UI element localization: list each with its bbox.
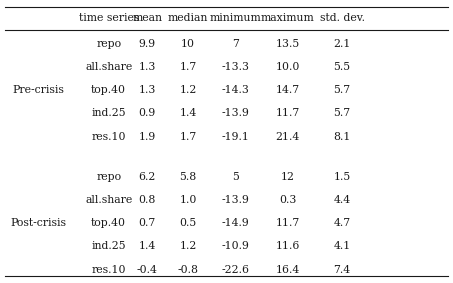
Text: 0.3: 0.3	[279, 195, 296, 205]
Text: ind.25: ind.25	[92, 241, 126, 252]
Text: 11.7: 11.7	[275, 218, 300, 228]
Text: repo: repo	[96, 39, 121, 49]
Text: 0.5: 0.5	[179, 218, 197, 228]
Text: 1.9: 1.9	[139, 132, 156, 142]
Text: 2.1: 2.1	[333, 39, 351, 49]
Text: 13.5: 13.5	[275, 39, 300, 49]
Text: -13.3: -13.3	[222, 62, 250, 72]
Text: top.40: top.40	[91, 218, 126, 228]
Text: 7: 7	[232, 39, 239, 49]
Text: -14.9: -14.9	[222, 218, 250, 228]
Text: 1.4: 1.4	[179, 108, 197, 119]
Text: std. dev.: std. dev.	[319, 13, 365, 23]
Text: -10.9: -10.9	[222, 241, 250, 252]
Text: 16.4: 16.4	[275, 265, 300, 275]
Text: all.share: all.share	[85, 195, 132, 205]
Text: 9.9: 9.9	[139, 39, 156, 49]
Text: 0.7: 0.7	[139, 218, 156, 228]
Text: 4.4: 4.4	[333, 195, 351, 205]
Text: -14.3: -14.3	[222, 85, 250, 95]
Text: -22.6: -22.6	[222, 265, 250, 275]
Text: 10: 10	[181, 39, 195, 49]
Text: -13.9: -13.9	[222, 108, 250, 119]
Text: 1.7: 1.7	[179, 132, 197, 142]
Text: 1.5: 1.5	[333, 172, 351, 182]
Text: 11.7: 11.7	[275, 108, 300, 119]
Text: 8.1: 8.1	[333, 132, 351, 142]
Text: -0.4: -0.4	[137, 265, 158, 275]
Text: 12: 12	[281, 172, 294, 182]
Text: 5.7: 5.7	[333, 85, 351, 95]
Text: top.40: top.40	[91, 85, 126, 95]
Text: ind.25: ind.25	[92, 108, 126, 119]
Text: repo: repo	[96, 172, 121, 182]
Text: mean: mean	[132, 13, 162, 23]
Text: median: median	[168, 13, 208, 23]
Text: 1.3: 1.3	[139, 62, 156, 72]
Text: 10.0: 10.0	[275, 62, 300, 72]
Text: 1.7: 1.7	[179, 62, 197, 72]
Text: 4.7: 4.7	[333, 218, 351, 228]
Text: -19.1: -19.1	[222, 132, 250, 142]
Text: 14.7: 14.7	[275, 85, 300, 95]
Text: 1.0: 1.0	[179, 195, 197, 205]
Text: res.10: res.10	[92, 132, 126, 142]
Text: Post-crisis: Post-crisis	[10, 218, 67, 228]
Text: 11.6: 11.6	[275, 241, 300, 252]
Text: 4.1: 4.1	[333, 241, 351, 252]
Text: time series: time series	[78, 13, 139, 23]
Text: minimum: minimum	[210, 13, 261, 23]
Text: 1.2: 1.2	[179, 241, 197, 252]
Text: 5: 5	[232, 172, 239, 182]
Text: 1.3: 1.3	[139, 85, 156, 95]
Text: 7.4: 7.4	[333, 265, 351, 275]
Text: Pre-crisis: Pre-crisis	[13, 85, 64, 95]
Text: maximum: maximum	[261, 13, 314, 23]
Text: 0.9: 0.9	[139, 108, 156, 119]
Text: 21.4: 21.4	[275, 132, 300, 142]
Text: -0.8: -0.8	[178, 265, 198, 275]
Text: 5.7: 5.7	[333, 108, 351, 119]
Text: res.10: res.10	[92, 265, 126, 275]
Text: 5.5: 5.5	[333, 62, 351, 72]
Text: 0.8: 0.8	[139, 195, 156, 205]
Text: 1.2: 1.2	[179, 85, 197, 95]
Text: 6.2: 6.2	[139, 172, 156, 182]
Text: 1.4: 1.4	[139, 241, 156, 252]
Text: -13.9: -13.9	[222, 195, 250, 205]
Text: 5.8: 5.8	[179, 172, 197, 182]
Text: all.share: all.share	[85, 62, 132, 72]
